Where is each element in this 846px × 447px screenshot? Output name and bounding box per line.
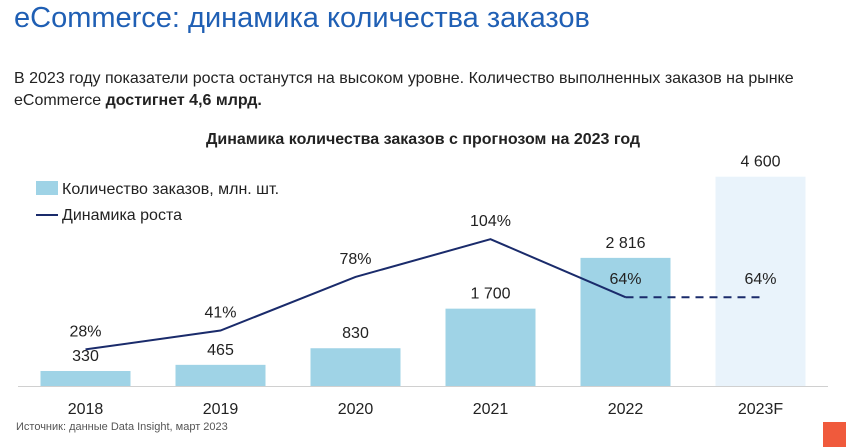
legend-bar-label: Количество заказов, млн. шт. <box>62 181 279 198</box>
bar-2023F <box>715 176 806 386</box>
source-note: Источник: данные Data Insight, март 2023 <box>16 421 228 433</box>
bar-label-2022: 2 816 <box>605 235 645 252</box>
legend-line-label: Динамика роста <box>62 207 182 224</box>
bar-2019 <box>175 364 266 386</box>
x-tick-2020: 2020 <box>338 401 374 418</box>
growth-label-2018: 28% <box>69 323 101 340</box>
bar-label-2020: 830 <box>342 325 369 342</box>
x-tick-2018: 2018 <box>68 401 104 418</box>
page-title: eCommerce: динамика количества заказов <box>14 2 590 34</box>
bar-label-2023F: 4 600 <box>740 154 780 171</box>
chart-title: Динамика количества заказов с прогнозом … <box>205 131 641 148</box>
x-tick-2021: 2021 <box>473 401 509 418</box>
bar-2022 <box>580 257 671 386</box>
growth-label-2019: 41% <box>204 305 236 322</box>
growth-label-2023F: 64% <box>744 271 776 288</box>
corner-accent <box>823 422 846 447</box>
growth-label-2022: 64% <box>609 271 641 288</box>
x-tick-2022: 2022 <box>608 401 644 418</box>
x-tick-2023F: 2023F <box>738 401 784 418</box>
growth-label-2021: 104% <box>470 213 511 230</box>
bar-2020 <box>310 348 401 386</box>
intro-text: В 2023 году показатели роста останутся н… <box>14 70 794 109</box>
bar-label-2021: 1 700 <box>470 286 510 303</box>
growth-line <box>85 238 626 351</box>
bar-2021 <box>445 308 536 386</box>
legend-bar-swatch <box>36 181 58 195</box>
x-tick-2019: 2019 <box>203 401 239 418</box>
bar-2018 <box>40 370 131 386</box>
growth-label-2020: 78% <box>339 251 371 268</box>
intro-highlight: достигнет 4,6 млрд. <box>105 92 262 109</box>
bar-label-2018: 330 <box>72 348 99 365</box>
bar-label-2019: 465 <box>207 342 234 359</box>
intro-paragraph: В 2023 году показатели роста останутся н… <box>14 68 834 112</box>
